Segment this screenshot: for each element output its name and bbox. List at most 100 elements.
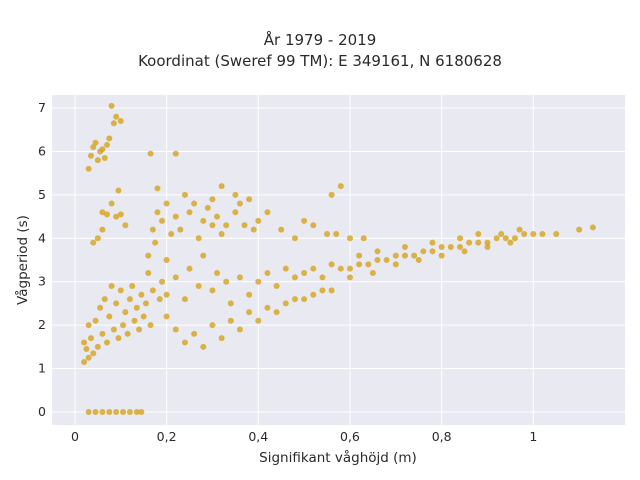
data-point	[120, 408, 127, 415]
data-point	[120, 322, 127, 329]
data-point	[113, 408, 120, 415]
data-point	[282, 300, 289, 307]
data-point	[209, 222, 216, 229]
data-point	[246, 291, 253, 298]
data-point	[138, 408, 145, 415]
data-point	[191, 330, 198, 337]
data-point	[374, 257, 381, 263]
data-point	[195, 283, 202, 290]
y-tick-labels: 0 1 2 3 4 5 6 7	[38, 100, 46, 419]
y-tick-label: 1	[38, 361, 46, 376]
data-point	[191, 200, 198, 207]
y-tick-label: 7	[38, 100, 46, 115]
data-point	[356, 252, 363, 259]
data-point	[117, 118, 124, 125]
data-point	[214, 270, 221, 277]
data-point	[200, 252, 207, 259]
data-point	[392, 261, 399, 268]
data-point	[90, 239, 97, 246]
data-point	[401, 252, 408, 259]
data-point	[466, 239, 473, 246]
data-point	[415, 257, 422, 263]
data-point	[511, 235, 518, 242]
data-point	[159, 278, 166, 285]
data-point	[273, 283, 280, 290]
data-point	[324, 230, 331, 237]
data-point	[310, 265, 317, 272]
data-point	[374, 248, 381, 255]
data-point	[85, 408, 92, 415]
data-point	[264, 209, 271, 216]
data-point	[475, 230, 482, 237]
data-point	[92, 408, 99, 415]
data-point	[113, 213, 120, 220]
data-point	[129, 283, 136, 290]
data-point	[507, 239, 514, 246]
x-tick-label: 1	[529, 429, 537, 444]
data-point	[172, 150, 179, 157]
data-point	[328, 287, 335, 294]
data-point	[181, 339, 188, 346]
data-point	[117, 211, 124, 218]
data-point	[365, 261, 372, 268]
data-point	[360, 235, 367, 242]
x-tick-label: 0	[71, 429, 79, 444]
y-tick-label: 0	[38, 404, 46, 419]
data-point	[383, 257, 390, 263]
data-point	[291, 274, 298, 281]
data-point	[438, 243, 445, 250]
data-point	[236, 326, 243, 333]
data-point	[124, 330, 131, 337]
data-point	[94, 235, 101, 242]
data-point	[392, 252, 399, 259]
data-point	[172, 213, 179, 220]
data-point	[301, 296, 308, 303]
data-point	[328, 191, 335, 198]
data-point	[530, 230, 537, 237]
data-point	[195, 235, 202, 242]
data-point	[232, 191, 239, 198]
data-point	[319, 287, 326, 294]
data-point	[429, 239, 436, 246]
data-point	[172, 326, 179, 333]
data-point	[149, 226, 156, 233]
data-point	[172, 274, 179, 281]
data-point	[108, 102, 115, 109]
data-point	[104, 141, 111, 148]
data-point	[498, 230, 505, 237]
data-point	[328, 261, 335, 268]
data-point	[108, 283, 115, 290]
data-point	[337, 183, 344, 190]
data-point	[87, 152, 94, 159]
data-point	[163, 257, 170, 263]
data-point	[319, 274, 326, 281]
data-point	[115, 335, 122, 342]
data-point	[81, 339, 88, 346]
data-point	[200, 343, 207, 350]
data-point	[113, 300, 120, 307]
data-point	[104, 211, 111, 218]
x-axis-label: Signifikant våghöjd (m)	[259, 449, 417, 466]
data-point	[97, 304, 104, 311]
data-point	[218, 230, 225, 237]
data-point	[356, 261, 363, 268]
data-point	[204, 204, 211, 211]
data-point	[142, 300, 149, 307]
data-point	[154, 185, 161, 192]
data-point	[156, 296, 163, 303]
y-tick-label: 5	[38, 187, 46, 202]
data-point	[484, 243, 491, 250]
data-point	[131, 317, 138, 324]
data-point	[145, 270, 152, 277]
data-point	[163, 200, 170, 207]
data-point	[186, 209, 193, 216]
data-point	[136, 326, 143, 333]
data-point	[241, 222, 248, 229]
data-point	[133, 304, 140, 311]
data-point	[420, 248, 427, 255]
data-point	[223, 222, 230, 229]
data-point	[106, 135, 113, 142]
data-point	[282, 265, 289, 272]
data-point	[493, 235, 500, 242]
